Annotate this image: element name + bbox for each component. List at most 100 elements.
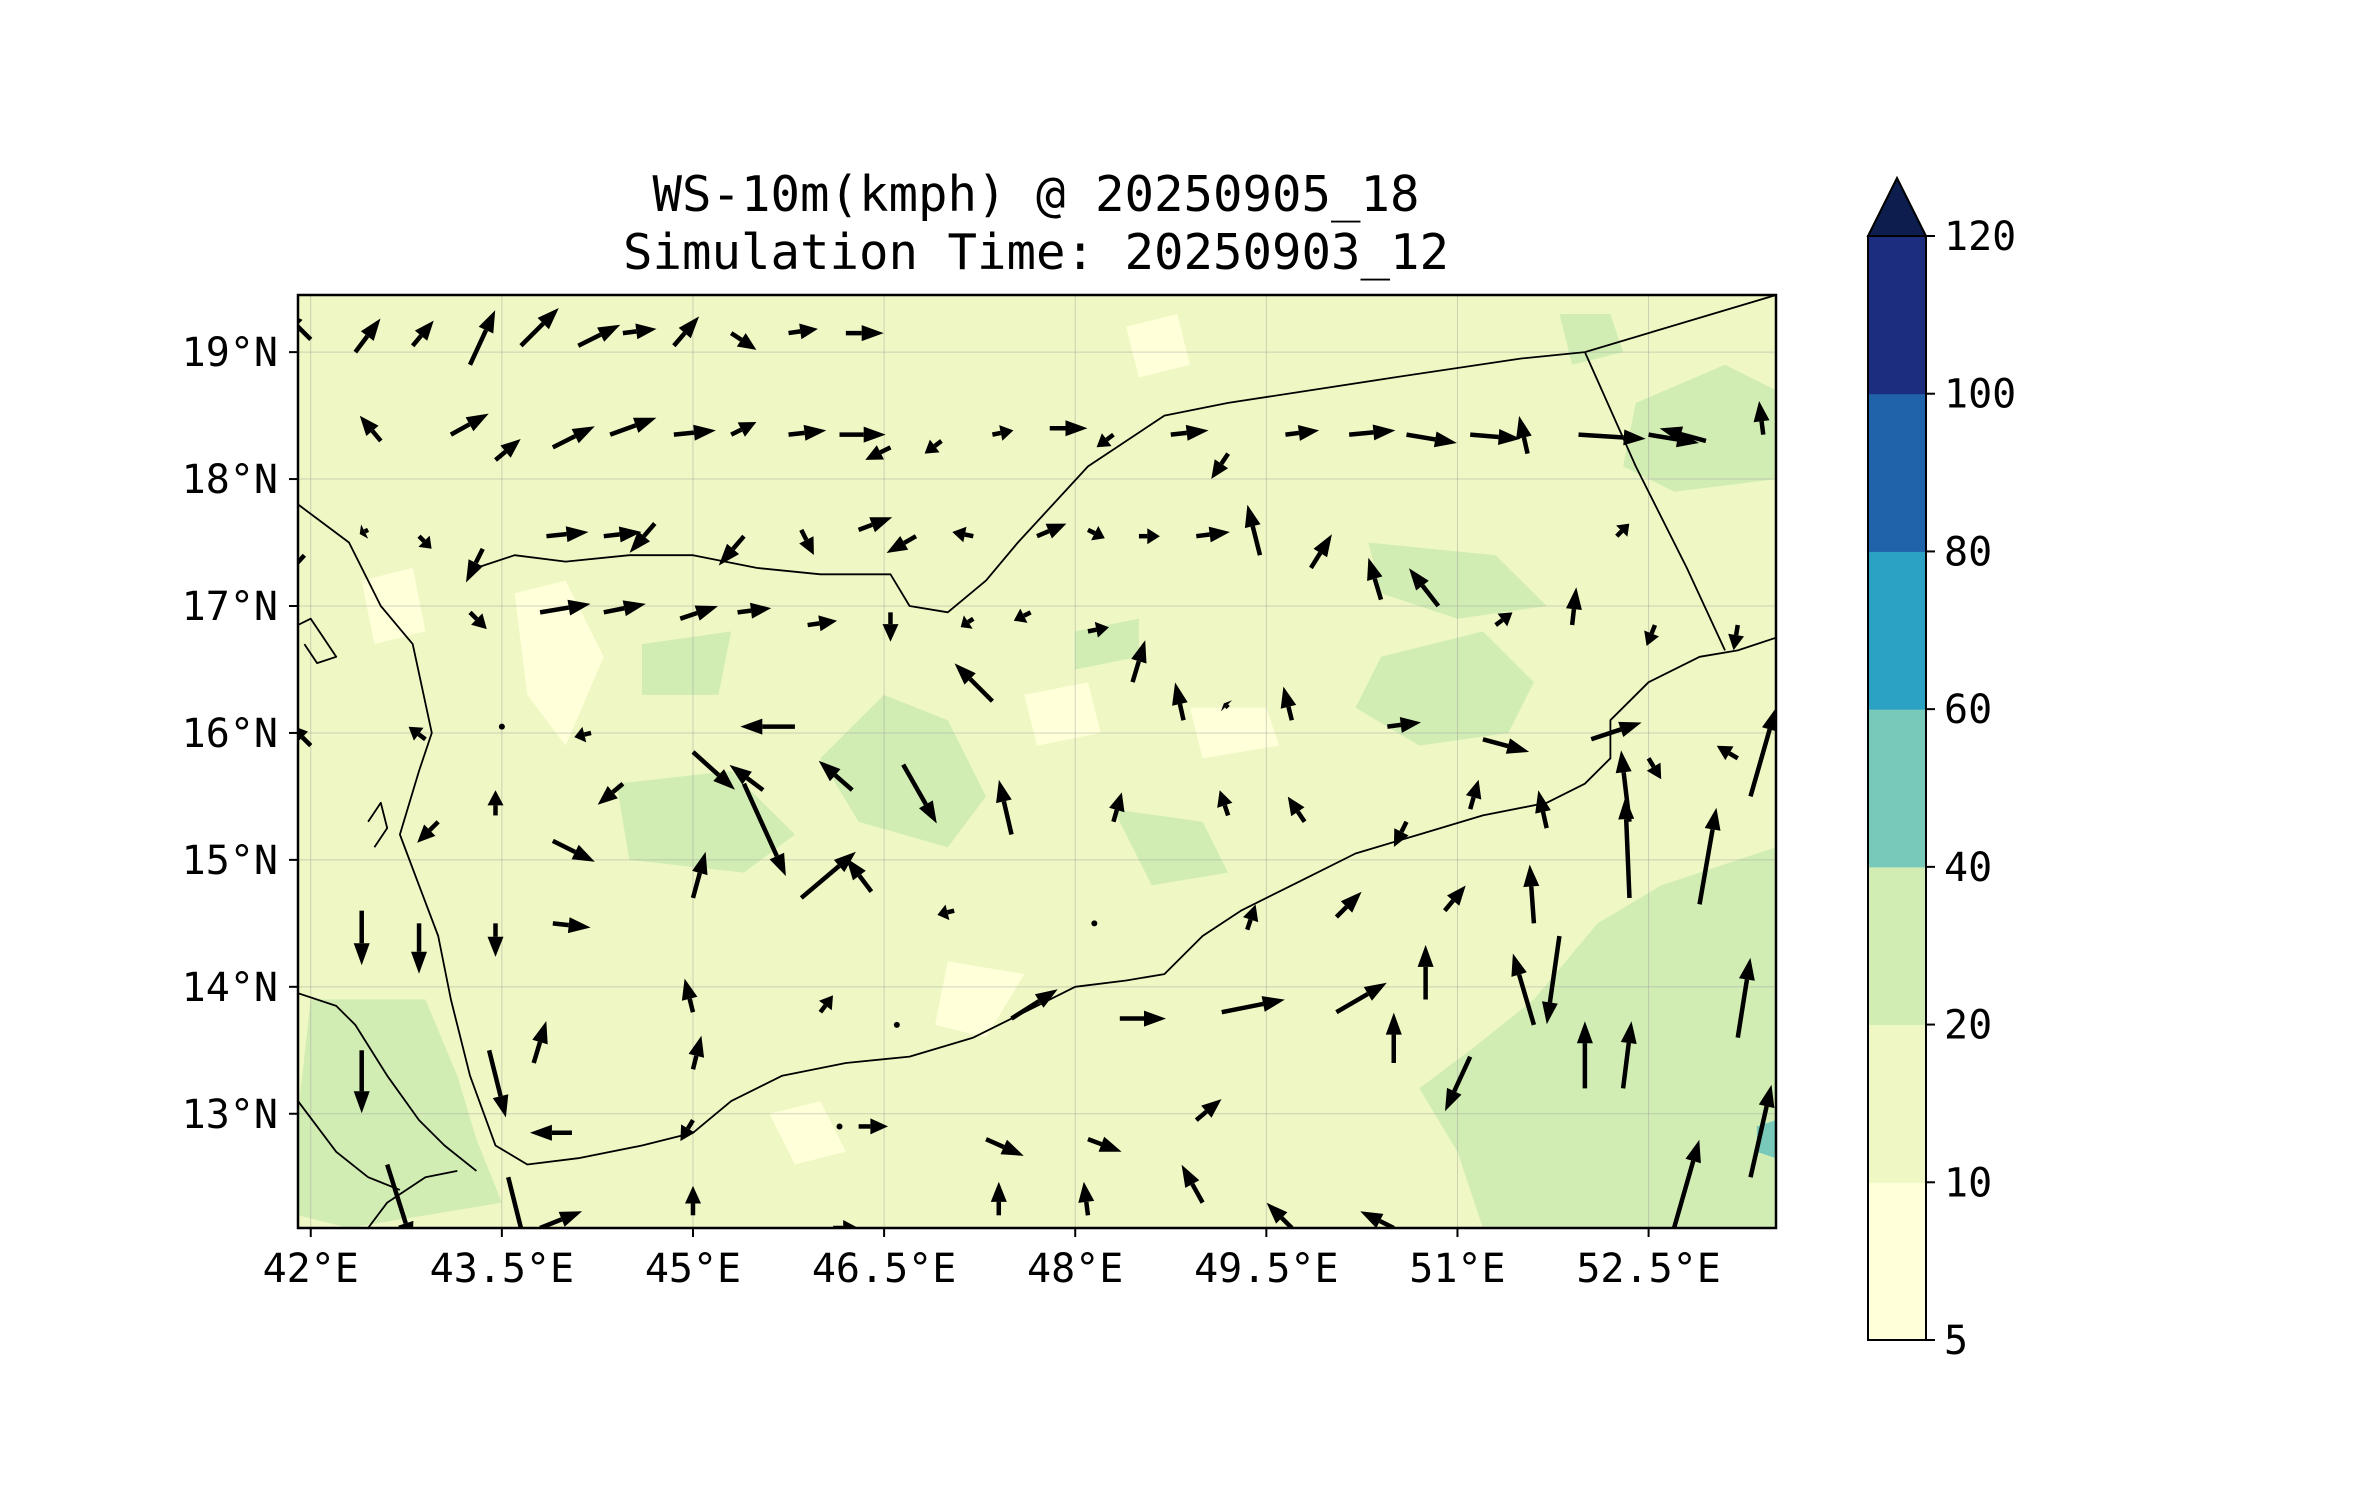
contour-region-5-10: [1024, 682, 1101, 746]
wind-arrow: [506, 1176, 524, 1228]
wind-arrow: [353, 910, 370, 966]
coastline: [298, 992, 477, 1172]
wind-arrow: [597, 781, 625, 805]
coastline: [298, 1100, 401, 1191]
wind-arrow: [1087, 1136, 1122, 1152]
colorbar-segment: [1868, 1024, 1926, 1183]
colorbar-segment: [1868, 866, 1926, 1026]
wind-arrow: [1086, 526, 1105, 541]
wind-arrow: [799, 851, 856, 900]
wind-arrow: [1309, 534, 1332, 570]
contour-region-20-40: [1559, 314, 1624, 365]
wind-arrow: [411, 923, 427, 974]
plot-subtitle: Simulation Time: 20250903_12: [622, 224, 1449, 281]
wind-arrow: [494, 439, 521, 462]
wind-arrow: [1285, 425, 1320, 441]
wind-arrow: [685, 1185, 701, 1216]
colorbar-frame: [1867, 235, 1927, 1341]
colorbar-tick-label: 120: [1944, 214, 2016, 260]
wind-arrow: [799, 528, 814, 555]
wind-arrow: [886, 534, 918, 553]
plot-title: WS-10m(kmph) @ 20250905_18: [652, 166, 1420, 223]
station-dot: [836, 1123, 843, 1130]
contour-region-5-10: [935, 961, 1025, 1038]
station-dot: [893, 1021, 900, 1028]
colorbar-segment: [1868, 1182, 1926, 1341]
colorbar-tick-label: 60: [1944, 687, 1992, 733]
wind-arrow: [629, 522, 657, 553]
wind-arrow: [901, 763, 937, 824]
wind-arrow: [740, 718, 795, 735]
y-tick-label: 17°N: [182, 584, 278, 630]
colorbar: 5 10 20 40 60 80 100 120: [1866, 175, 2016, 1364]
wind-arrow: [730, 422, 757, 437]
x-tick-label: 45°E: [645, 1246, 741, 1292]
wind-arrow: [467, 310, 496, 366]
map-panel: [296, 293, 1778, 1230]
y-tick-label: 14°N: [182, 965, 278, 1011]
wind-arrow: [1728, 624, 1744, 651]
wind-arrow: [1334, 891, 1362, 919]
colorbar-segment: [1868, 709, 1926, 868]
wind-arrow: [353, 1050, 370, 1114]
point-markers: [498, 723, 1098, 1130]
wind-arrow: [539, 599, 591, 616]
y-tick-label: 16°N: [182, 711, 278, 757]
map-frame: [296, 293, 1778, 1230]
contour-region-5-10: [769, 1101, 846, 1165]
wind-arrow: [1335, 982, 1387, 1015]
wind-arrow: [960, 615, 975, 629]
wind-arrow: [1049, 420, 1088, 437]
contour-region-5-10: [1126, 314, 1190, 378]
wind-arrow: [1735, 957, 1755, 1038]
station-dot: [1091, 920, 1098, 927]
wind-arrow: [577, 324, 621, 348]
wind-arrow: [552, 917, 591, 934]
country-border: [1584, 351, 1726, 651]
y-tick-label: 18°N: [182, 457, 278, 503]
wind-arrow: [468, 610, 487, 630]
wind-arrow: [858, 1118, 888, 1135]
wind-arrow: [688, 1035, 705, 1070]
y-tick-label: 15°N: [182, 838, 278, 884]
x-tick-label: 52.5°E: [1576, 1246, 1721, 1292]
wind-arrow: [603, 600, 646, 617]
wind-arrow: [991, 425, 1014, 441]
colorbar-tick-label: 40: [1944, 845, 1992, 891]
x-tick-label: 43.5°E: [430, 1246, 575, 1292]
wind-arrow: [990, 1181, 1007, 1216]
contour-region-20-40: [1355, 631, 1534, 746]
gridlines: [298, 295, 1776, 1228]
y-tick-label: 19°N: [182, 330, 278, 376]
wind-arrow: [954, 663, 994, 703]
wind-arrow: [1348, 424, 1396, 441]
wind-arrow: [1211, 452, 1230, 479]
wind-arrow: [1138, 528, 1160, 545]
wind-arrow: [1221, 996, 1285, 1015]
wind-arrow: [487, 923, 504, 957]
wind-arrow: [1280, 686, 1297, 721]
wind-arrow: [1644, 624, 1659, 646]
wind-arrow: [529, 1124, 572, 1141]
wind-arrow: [1748, 1084, 1775, 1178]
wind-arrow: [1172, 682, 1188, 721]
wind-arrow: [788, 323, 818, 340]
x-axis-ticks: 42°E 43.5°E 45°E 46.5°E 48°E 49.5°E 51°E 52.5°E: [263, 1228, 1721, 1292]
contour-region-20-40: [1419, 847, 1776, 1228]
wind-arrow: [1442, 885, 1466, 913]
wind-arrow: [1217, 790, 1233, 817]
wind-arrow: [1659, 426, 1707, 444]
contour-region-20-40: [1113, 809, 1229, 886]
colorbar-segment: [1868, 551, 1926, 710]
wind-arrow: [807, 615, 838, 632]
wind-arrow: [539, 1211, 583, 1228]
wind-arrow: [1590, 721, 1642, 742]
wind-arrow: [410, 320, 434, 348]
wind-arrow: [531, 1021, 548, 1064]
wind-arrow: [1576, 1021, 1593, 1089]
wind-arrow: [1482, 737, 1530, 754]
wind-arrow: [1511, 953, 1537, 1026]
wind-arrow: [1010, 989, 1058, 1021]
wind-arrow: [1220, 700, 1233, 712]
